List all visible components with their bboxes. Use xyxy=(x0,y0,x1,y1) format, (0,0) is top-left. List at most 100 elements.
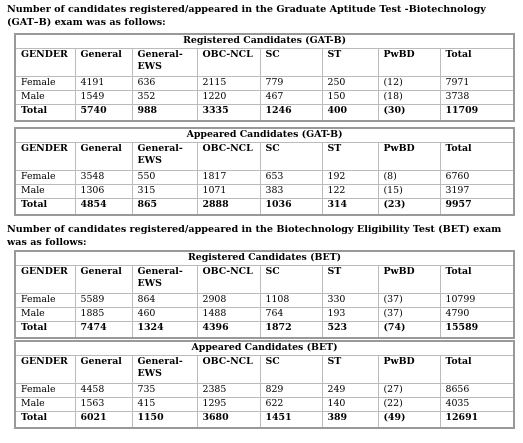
table-cell: 523 xyxy=(321,321,379,339)
table-row: Male 1549 352 1220 467 150 (18) 3738 xyxy=(14,90,515,105)
table-cell: 5589 xyxy=(74,293,133,308)
table-cell: (18) xyxy=(377,90,441,105)
intro-gatb: Number of candidates registered/appeared… xyxy=(7,4,486,28)
header-cell: OBC-NCL xyxy=(196,48,261,77)
table-cell: (49) xyxy=(377,411,441,429)
table-cell: 1872 xyxy=(259,321,323,339)
table-cell: 1071 xyxy=(196,184,261,199)
table-cell: 460 xyxy=(131,307,198,322)
table-cell: (37) xyxy=(377,307,441,322)
table-cell: 1885 xyxy=(74,307,133,322)
header-cell: OBC-NCL xyxy=(196,355,261,384)
caption-row: Appeared Candidates (BET) xyxy=(14,340,515,356)
table-cell: 2385 xyxy=(196,383,261,398)
table-cell: (30) xyxy=(377,104,441,122)
table-cell: 735 xyxy=(131,383,198,398)
table-cell: 865 xyxy=(131,198,198,216)
table-cell: 1036 xyxy=(259,198,323,216)
table-cell: Total xyxy=(14,104,76,122)
table-cell: 330 xyxy=(321,293,379,308)
table-row: Total 6021 1150 3680 1451 389 (49) 12691 xyxy=(14,411,515,429)
table-cell: 5740 xyxy=(74,104,133,122)
table-cell: 15589 xyxy=(439,321,515,339)
header-cell: GENDER xyxy=(14,355,76,384)
table-cell: 11709 xyxy=(439,104,515,122)
header-cell: General xyxy=(74,48,133,77)
header-cell: ST xyxy=(321,142,379,171)
data-table: Registered Candidates (GAT-B) GENDER Gener… xyxy=(14,33,516,122)
data-table: Appeared Candidates (BET) GENDER General Ge… xyxy=(14,340,515,429)
header-cell: General xyxy=(74,355,133,384)
header-cell: ST xyxy=(321,48,379,77)
table-cell: 1246 xyxy=(259,104,323,122)
table-cell: 315 xyxy=(131,184,198,199)
table-cell: 1451 xyxy=(259,411,323,429)
table-cell: 122 xyxy=(321,184,379,199)
table-cell: 636 xyxy=(131,76,198,91)
table-cell: 389 xyxy=(321,411,379,429)
header-cell: GENDER xyxy=(14,265,76,294)
table-cell: 4396 xyxy=(196,321,261,339)
table-cell: 864 xyxy=(131,293,198,308)
table-cell: 352 xyxy=(131,90,198,105)
header-cell: Total xyxy=(439,142,515,171)
table-cell: 3680 xyxy=(196,411,261,429)
header-cell: General-EWS xyxy=(131,355,198,384)
table-cell: 8656 xyxy=(439,383,515,398)
caption-row: Registered Candidates (BET) xyxy=(14,250,515,266)
table-cell: 4790 xyxy=(439,307,515,322)
header-cell: SC xyxy=(259,142,323,171)
header-cell: SC xyxy=(259,48,323,77)
header-cell: Total xyxy=(439,48,515,77)
header-cell: PwBD xyxy=(377,265,441,294)
header-row: GENDER General General-EWS OBC-NCL SC ST PwBD T… xyxy=(14,48,515,77)
header-cell: General xyxy=(74,265,133,294)
table-cell: 988 xyxy=(131,104,198,122)
header-cell: PwBD xyxy=(377,142,441,171)
table-cell: 12691 xyxy=(439,411,515,429)
table-row: Male 1563 415 1295 622 140 (22) 4035 xyxy=(14,397,515,412)
table-row: Female 4458 735 2385 829 249 (27) 8656 xyxy=(14,383,515,398)
header-cell: GENDER xyxy=(14,142,76,171)
header-cell: SC xyxy=(259,265,323,294)
table-cell: 3335 xyxy=(196,104,261,122)
table-cell: (27) xyxy=(377,383,441,398)
table-cell: 4854 xyxy=(74,198,133,216)
table-cell: 400 xyxy=(321,104,379,122)
table-cell: 550 xyxy=(131,170,198,185)
table-title: Registered Candidates (GAT-B) xyxy=(14,33,515,49)
table-cell: Male xyxy=(14,397,76,412)
table-cell: 6021 xyxy=(74,411,133,429)
header-cell: GENDER xyxy=(14,48,76,77)
table-cell: 415 xyxy=(131,397,198,412)
header-row: GENDER General General-EWS OBC-NCL SC ST PwBD T… xyxy=(14,355,515,384)
table-cell: 653 xyxy=(259,170,323,185)
data-table: Registered Candidates (BET) GENDER General… xyxy=(14,250,516,339)
table-cell: 3548 xyxy=(74,170,133,185)
table-cell: 1488 xyxy=(196,307,261,322)
caption-row: Appeared Candidates (GAT-B) xyxy=(14,127,515,143)
header-cell: General-EWS xyxy=(131,142,198,171)
table-cell: 249 xyxy=(321,383,379,398)
header-cell: OBC-NCL xyxy=(196,265,261,294)
table-cell: 1220 xyxy=(196,90,261,105)
table-cell: 1150 xyxy=(131,411,198,429)
table-title: Registered Candidates (BET) xyxy=(14,250,515,266)
table-cell: 1108 xyxy=(259,293,323,308)
table-cell: Female xyxy=(14,383,76,398)
table-cell: 622 xyxy=(259,397,323,412)
caption-row: Registered Candidates (GAT-B) xyxy=(14,33,515,49)
table-cell: Female xyxy=(14,76,76,91)
table-cell: 779 xyxy=(259,76,323,91)
table-cell: (37) xyxy=(377,293,441,308)
table-cell: Total xyxy=(14,198,76,216)
header-cell: PwBD xyxy=(377,48,441,77)
table-cell: 6760 xyxy=(439,170,515,185)
table-cell: Total xyxy=(14,411,76,429)
intro-bet: Number of candidates registered/appeared… xyxy=(7,224,502,248)
table-cell: Male xyxy=(14,184,76,199)
table-cell: Total xyxy=(14,321,76,339)
header-cell: General-EWS xyxy=(131,48,198,77)
table-title: Appeared Candidates (BET) xyxy=(14,340,515,356)
